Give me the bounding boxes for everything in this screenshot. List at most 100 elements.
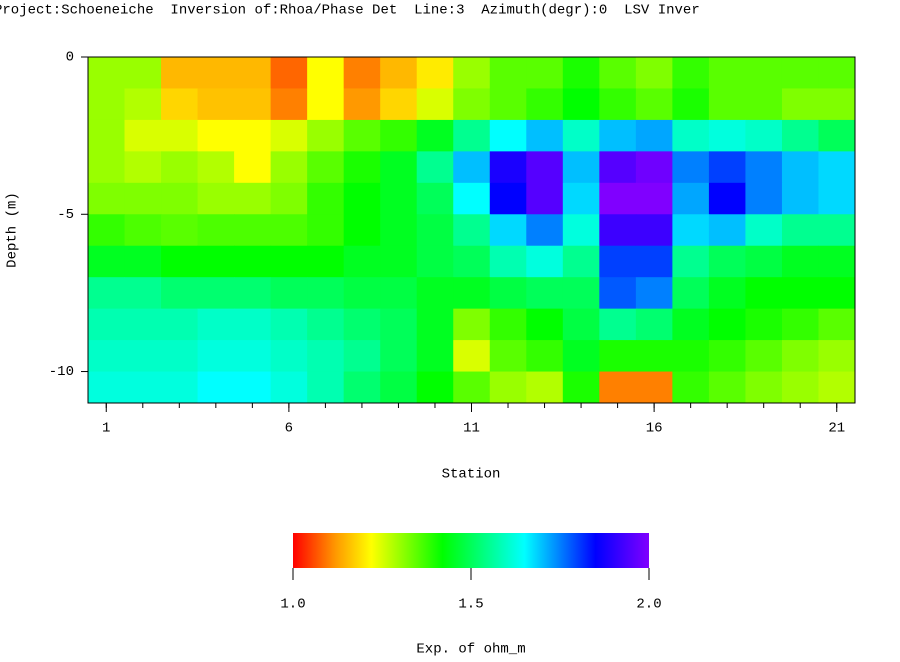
heat-cell xyxy=(489,277,527,310)
heat-cell xyxy=(708,214,746,247)
heat-cell xyxy=(234,182,272,215)
heat-cell xyxy=(343,119,381,152)
heat-cell xyxy=(307,88,345,121)
heat-cell xyxy=(818,119,856,152)
heat-cell xyxy=(453,308,491,341)
heat-cell xyxy=(234,308,272,341)
heat-cell xyxy=(672,340,710,373)
heat-cell xyxy=(453,57,491,89)
heat-cell xyxy=(562,214,600,247)
heat-cell xyxy=(562,245,600,278)
heat-cell xyxy=(307,119,345,152)
heat-cell xyxy=(343,88,381,121)
heat-cell xyxy=(197,151,235,184)
heat-cell xyxy=(708,340,746,373)
heat-cell xyxy=(124,277,162,310)
heat-cell xyxy=(453,245,491,278)
heat-cell xyxy=(307,182,345,215)
heat-cell xyxy=(161,277,199,310)
heat-cell xyxy=(599,88,637,121)
heat-cell xyxy=(234,57,272,89)
heat-cell xyxy=(307,340,345,373)
heat-cell xyxy=(416,88,454,121)
heat-cell xyxy=(307,57,345,89)
heat-cell xyxy=(818,151,856,184)
heat-cell xyxy=(708,371,746,404)
colorbar-label: Exp. of ohm_m xyxy=(416,642,525,658)
heat-cell xyxy=(781,182,819,215)
heat-cell xyxy=(88,182,126,215)
heat-cell xyxy=(161,151,199,184)
heat-cell xyxy=(781,371,819,404)
heat-cell xyxy=(745,371,783,404)
x-axis-label: Station xyxy=(442,467,501,483)
heat-cell xyxy=(380,340,418,373)
heat-cell xyxy=(380,119,418,152)
heat-cell xyxy=(526,182,564,215)
heat-cell xyxy=(161,371,199,404)
heat-cell xyxy=(343,340,381,373)
heat-cell xyxy=(88,308,126,341)
heat-cell xyxy=(635,277,673,310)
heat-cell xyxy=(818,182,856,215)
heat-cell xyxy=(124,119,162,152)
heat-cell xyxy=(745,57,783,89)
heat-cell xyxy=(197,88,235,121)
heat-cell xyxy=(161,182,199,215)
heat-cell xyxy=(453,371,491,404)
heat-cell xyxy=(380,88,418,121)
heat-cell xyxy=(270,57,308,89)
heat-cell xyxy=(708,88,746,121)
heat-cell xyxy=(307,214,345,247)
heat-cell xyxy=(526,57,564,89)
heat-cell xyxy=(562,151,600,184)
heat-cell xyxy=(270,277,308,310)
heat-cell xyxy=(781,119,819,152)
heat-cell xyxy=(307,308,345,341)
heat-cell xyxy=(745,214,783,247)
heat-cell xyxy=(599,371,637,404)
heat-cell xyxy=(416,119,454,152)
heat-cell xyxy=(672,151,710,184)
heat-cell xyxy=(672,182,710,215)
heat-cell xyxy=(562,371,600,404)
heat-cell xyxy=(745,308,783,341)
heat-cell xyxy=(124,308,162,341)
heat-cell xyxy=(88,371,126,404)
heat-cell xyxy=(635,88,673,121)
y-tick-label: -10 xyxy=(49,364,74,380)
heat-cell xyxy=(197,308,235,341)
heat-cell xyxy=(526,340,564,373)
heat-cell xyxy=(161,119,199,152)
heat-cell xyxy=(672,119,710,152)
heat-cell xyxy=(489,182,527,215)
heat-cell xyxy=(416,245,454,278)
heat-cell xyxy=(197,371,235,404)
heat-cell xyxy=(380,245,418,278)
heat-cell xyxy=(380,277,418,310)
heat-cell xyxy=(343,151,381,184)
heat-cell xyxy=(708,151,746,184)
heat-cell xyxy=(270,182,308,215)
heat-cell xyxy=(818,308,856,341)
heat-cell xyxy=(453,182,491,215)
heat-cell xyxy=(672,277,710,310)
heat-cell xyxy=(635,57,673,89)
heat-cell xyxy=(343,308,381,341)
heat-cell xyxy=(599,214,637,247)
heat-cell xyxy=(818,214,856,247)
heat-cell xyxy=(88,277,126,310)
heat-cell xyxy=(453,214,491,247)
heat-cell xyxy=(88,119,126,152)
heat-cell xyxy=(599,277,637,310)
heat-cell xyxy=(380,214,418,247)
chart-title: Project:Schoeneiche Inversion of:Rhoa/Ph… xyxy=(0,3,700,19)
heat-cell xyxy=(161,245,199,278)
heat-cell xyxy=(526,308,564,341)
heat-cell xyxy=(781,214,819,247)
heat-cell xyxy=(489,308,527,341)
heat-cell xyxy=(745,151,783,184)
heat-cell xyxy=(489,371,527,404)
heat-cell xyxy=(416,308,454,341)
y-tick-label: 0 xyxy=(66,50,74,66)
